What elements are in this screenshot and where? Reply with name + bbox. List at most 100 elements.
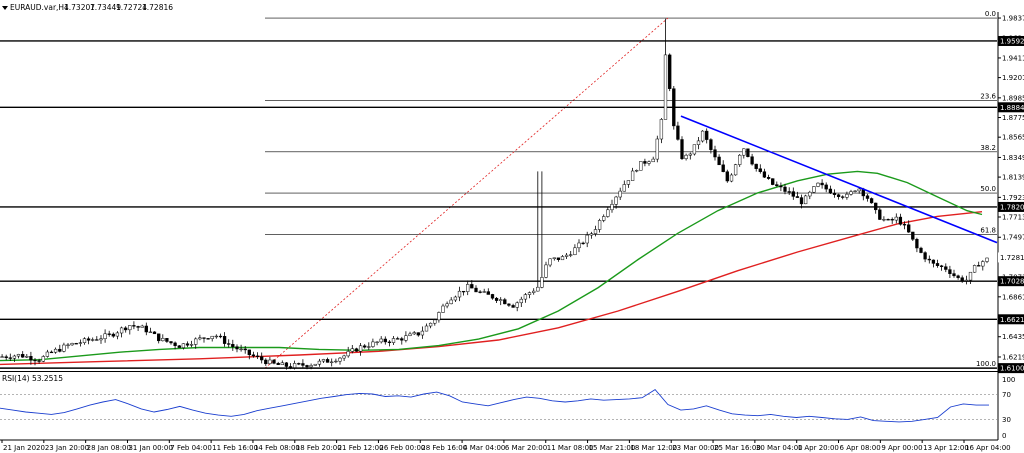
candle-body <box>437 312 441 321</box>
candle-body <box>874 202 878 211</box>
candle-body <box>111 333 115 337</box>
candle-body <box>779 185 783 188</box>
candle-body <box>494 297 499 301</box>
time-tick-label: 9 Apr 00:00 <box>881 444 922 452</box>
candle-body <box>614 196 618 205</box>
candle-body <box>124 327 128 331</box>
candle-body <box>853 190 857 192</box>
candle-body <box>610 204 614 211</box>
candle-body <box>260 356 264 361</box>
candle-body <box>86 338 91 341</box>
candle-body <box>95 339 99 341</box>
candle-body <box>461 290 466 293</box>
candle-body <box>371 341 375 347</box>
candle-body <box>836 194 841 197</box>
candle-body <box>317 360 322 365</box>
candle-body <box>0 356 4 358</box>
candle-body <box>589 233 594 236</box>
candle-body <box>169 341 173 344</box>
candle-body <box>309 365 313 368</box>
candle-body <box>503 299 507 305</box>
time-tick-label: 6 Apr 08:00 <box>840 444 881 452</box>
fibonacci-retracement[interactable]: 0.0 23.6 38.2 50.0 61.8 100.0 <box>264 10 997 369</box>
candle-body <box>952 273 956 277</box>
candle-body <box>668 54 672 89</box>
candle-body <box>474 287 478 293</box>
candle-body <box>222 336 227 344</box>
price-tick-label: 1.94110 <box>1002 54 1024 62</box>
candle-body <box>416 332 420 336</box>
candle-body <box>869 198 874 204</box>
candle-body <box>41 356 45 362</box>
candle-body <box>762 171 767 178</box>
time-tick-label: 28 Feb 16:00 <box>421 444 467 452</box>
candle-body <box>173 342 177 346</box>
candle-body <box>268 359 272 364</box>
candle-body <box>350 348 354 352</box>
candle-body <box>243 348 247 351</box>
candle-body <box>927 258 931 261</box>
candle-body <box>552 257 556 259</box>
rsi-panel: RSI(14) 53.2515 100 70 30 0 <box>0 374 1015 440</box>
candle-body <box>799 197 804 205</box>
price-tick-label: 1.81390 <box>1002 174 1024 182</box>
candle-body <box>449 299 453 305</box>
candle-body <box>569 254 573 256</box>
candle-body <box>16 354 21 357</box>
candle-body <box>845 193 849 198</box>
candle-body <box>849 191 853 195</box>
candle-body <box>519 298 523 304</box>
candle-body <box>684 154 688 159</box>
trendline[interactable] <box>680 115 998 244</box>
candle-body <box>284 362 289 367</box>
candle-body <box>676 125 680 140</box>
candle-body <box>911 231 915 240</box>
candle-body <box>907 224 911 233</box>
candle-body <box>181 343 186 348</box>
candle-body <box>651 158 655 163</box>
candle-body <box>622 184 626 192</box>
rsi-scale-label: 0 <box>1002 432 1006 440</box>
candle-body <box>478 291 482 293</box>
price-tick-label: 1.98370 <box>1002 15 1024 23</box>
candle-body <box>956 275 960 278</box>
candle-body <box>218 335 223 338</box>
candle-body <box>482 291 486 293</box>
fib-level-label: 0.0 <box>985 10 996 18</box>
candle-body <box>902 224 907 226</box>
candle-body <box>787 191 791 193</box>
candle-body <box>424 325 429 332</box>
candle-body <box>433 319 437 324</box>
candle-body <box>4 356 8 358</box>
time-tick-label: 6 Mar 20:00 <box>505 444 547 452</box>
horizontal-levels[interactable] <box>0 40 997 369</box>
candle-body <box>313 363 317 366</box>
ohlc-close: 1.72816 <box>142 3 173 12</box>
candle-body <box>808 191 812 197</box>
candle-body <box>235 346 239 350</box>
candle-body <box>581 242 585 245</box>
candle-body <box>981 261 985 267</box>
candle-body <box>803 195 808 205</box>
candle-body <box>754 163 758 169</box>
candle-body <box>70 343 74 346</box>
candle-body <box>972 265 977 273</box>
candle-body <box>321 359 326 362</box>
candle-body <box>783 186 787 192</box>
candle-body <box>387 341 392 343</box>
dropdown-triangle-icon[interactable] <box>2 6 8 10</box>
fib-level-label: 38.2 <box>980 144 996 152</box>
fib-level-label: 61.8 <box>980 226 996 234</box>
candle-body <box>738 154 742 165</box>
price-level-tag-box <box>998 276 1024 287</box>
price-tick-label: 1.92010 <box>1002 74 1024 82</box>
rsi-label: RSI(14) 53.2515 <box>2 374 63 383</box>
symbol-title: EURAUD.var,H4 <box>10 3 69 12</box>
candle-body <box>775 184 779 187</box>
time-tick-label: 1 Apr 20:00 <box>798 444 839 452</box>
candle-body <box>334 360 338 363</box>
candle-body <box>330 361 334 363</box>
candle-body <box>466 284 470 292</box>
candle-body <box>647 161 651 164</box>
